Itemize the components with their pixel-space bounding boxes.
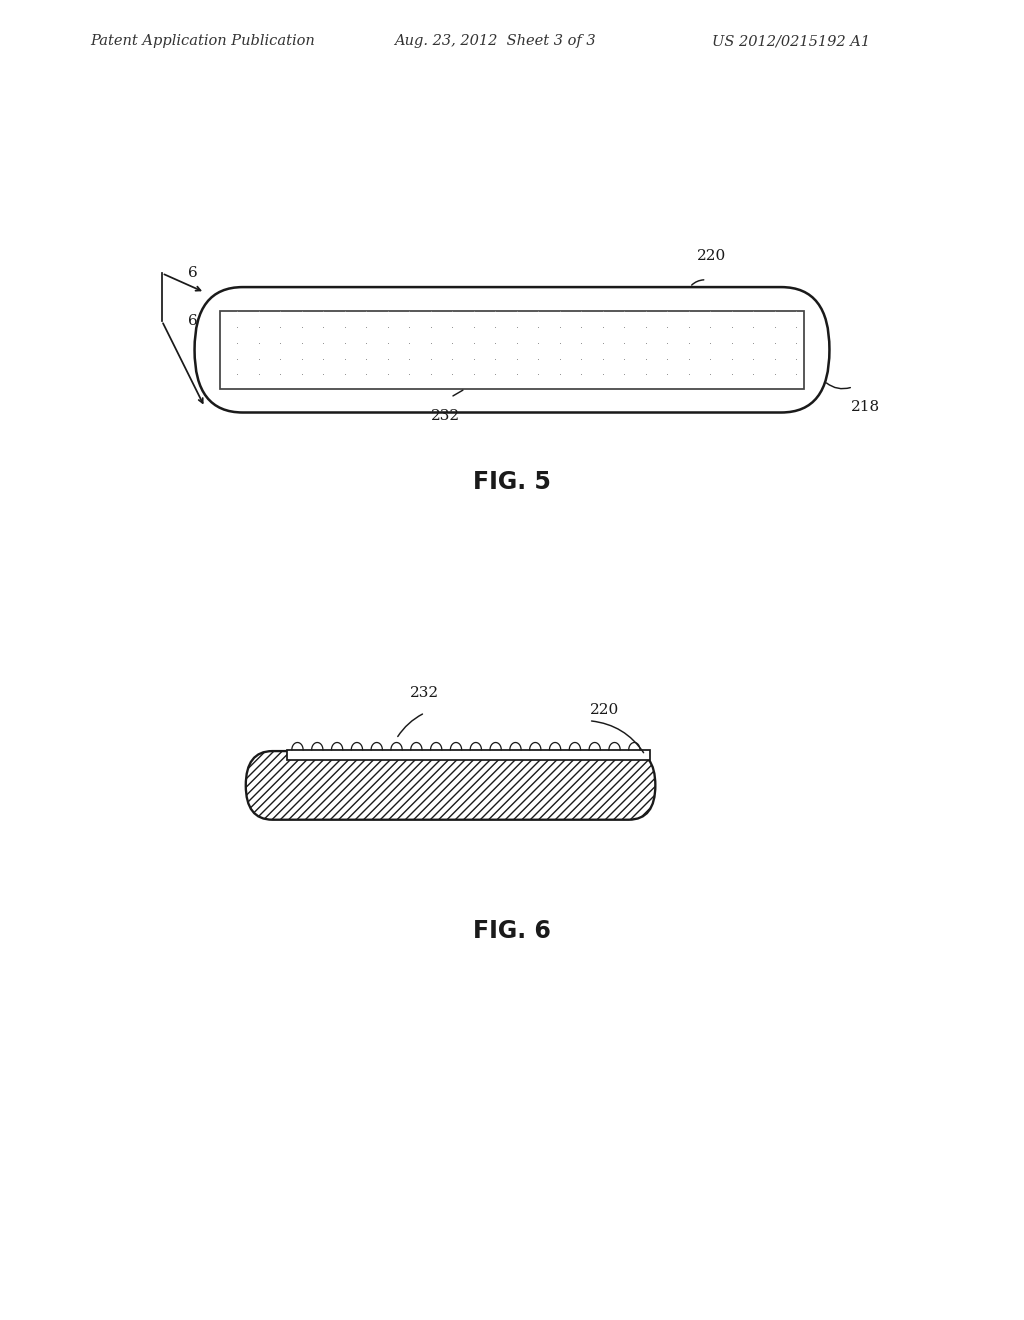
Text: Aug. 23, 2012  Sheet 3 of 3: Aug. 23, 2012 Sheet 3 of 3	[394, 34, 596, 49]
Text: FIG. 5: FIG. 5	[473, 470, 551, 494]
FancyBboxPatch shape	[246, 751, 655, 820]
Bar	[287, 750, 650, 760]
Text: 218: 218	[851, 400, 880, 413]
Text: 220: 220	[697, 249, 726, 263]
FancyBboxPatch shape	[195, 288, 829, 412]
Bar	[220, 312, 804, 388]
Text: 6: 6	[188, 314, 199, 327]
Text: 232: 232	[411, 686, 439, 700]
Text: FIG. 6: FIG. 6	[473, 919, 551, 942]
Text: 232: 232	[431, 409, 460, 422]
Text: 6: 6	[188, 267, 199, 280]
Text: 220: 220	[590, 704, 618, 717]
Text: Patent Application Publication: Patent Application Publication	[90, 34, 314, 49]
Text: US 2012/0215192 A1: US 2012/0215192 A1	[712, 34, 869, 49]
